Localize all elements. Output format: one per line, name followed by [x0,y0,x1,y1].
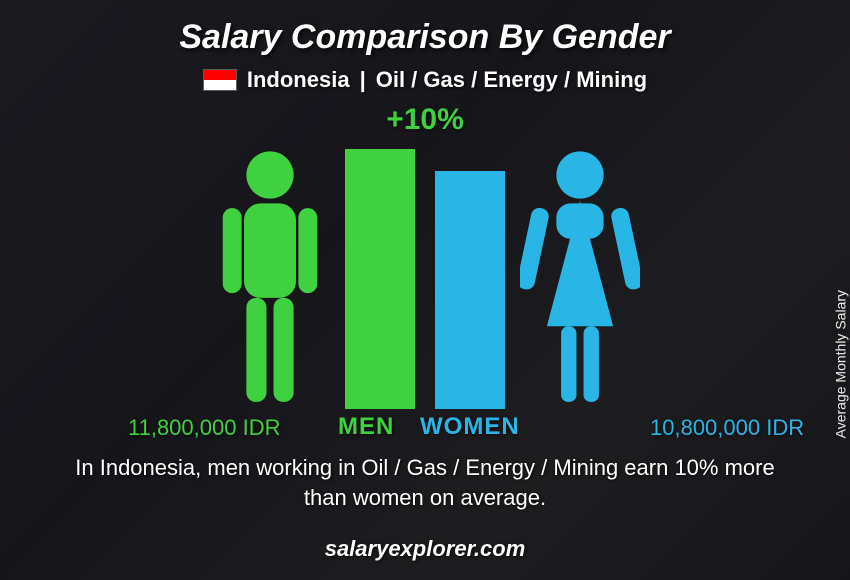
female-figure-icon [520,149,640,409]
flag-icon [203,69,237,91]
separator: | [360,67,366,93]
y-axis-label: Average Monthly Salary [832,290,848,438]
women-label: WOMEN [420,413,520,441]
women-salary: 10,800,000 IDR [650,415,804,441]
subtitle-row: Indonesia | Oil / Gas / Energy / Mining [0,67,850,93]
chart-area: +10% 11,800,000 I [0,103,850,443]
men-salary: 11,800,000 IDR [128,415,280,441]
country-label: Indonesia [247,67,350,93]
footer-source: salaryexplorer.com [0,536,850,562]
male-figure-icon [210,149,330,409]
delta-label: +10% [386,103,464,137]
men-label: MEN [338,413,394,441]
summary-text: In Indonesia, men working in Oil / Gas /… [0,453,850,512]
page-title: Salary Comparison By Gender [0,18,850,57]
men-bar [345,149,415,409]
flag-bottom [204,80,236,90]
women-bar [435,171,505,409]
industry-label: Oil / Gas / Energy / Mining [376,67,647,93]
flag-top [204,70,236,80]
infographic-container: Salary Comparison By Gender Indonesia | … [0,0,850,580]
